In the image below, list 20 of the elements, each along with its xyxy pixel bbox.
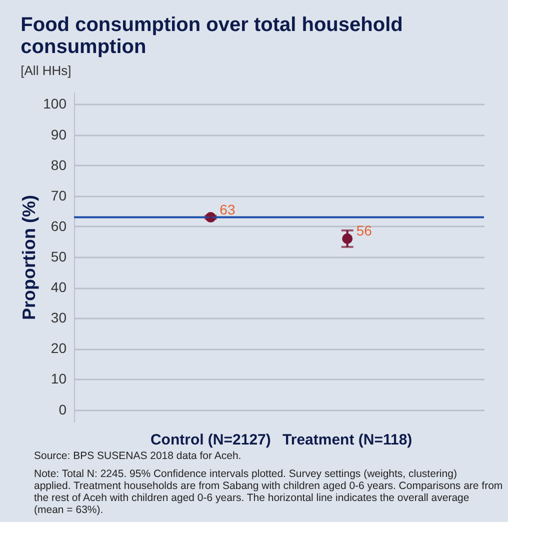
y-tick-label: 80 <box>50 156 67 173</box>
y-tick-label: 10 <box>50 370 67 387</box>
y-tick-label: 40 <box>50 279 67 296</box>
y-tick-label: 90 <box>50 126 67 142</box>
y-tick-label: 60 <box>50 218 67 234</box>
source-note: Source: BPS SUSENAS 2018 data for Aceh. <box>34 450 242 462</box>
text: Note: Total N: 2245. 95% Confidence intervals plotted. Survey settings (weights, clustering) applied. Treatment households are from Sabang with children aged 0-6 years. Comparisons are from the rest of Aceh with children aged 0-6 years. The horizontal line indicates the overall average (mean = 63%). <box>34 468 503 516</box>
data-label: 63 <box>220 201 236 218</box>
x-tick-label: Control (N=2127) <box>150 432 271 448</box>
y-tick-label: 0 <box>58 401 67 418</box>
x-tick-label: Treatment (N=118) <box>282 432 412 448</box>
y-tick-label: 30 <box>50 310 67 326</box>
y-axis-title: Proportion (%) <box>19 195 40 320</box>
y-tick-label: 50 <box>50 248 67 264</box>
chart-subtitle: [All HHs] <box>20 63 72 78</box>
data-label: 56 <box>356 222 372 239</box>
chart-title: Food consumption over total household consumption <box>20 14 403 58</box>
y-tick-label: 100 <box>43 96 67 112</box>
y-tick-label: 20 <box>50 340 67 356</box>
y-tick-label: 70 <box>50 187 67 204</box>
